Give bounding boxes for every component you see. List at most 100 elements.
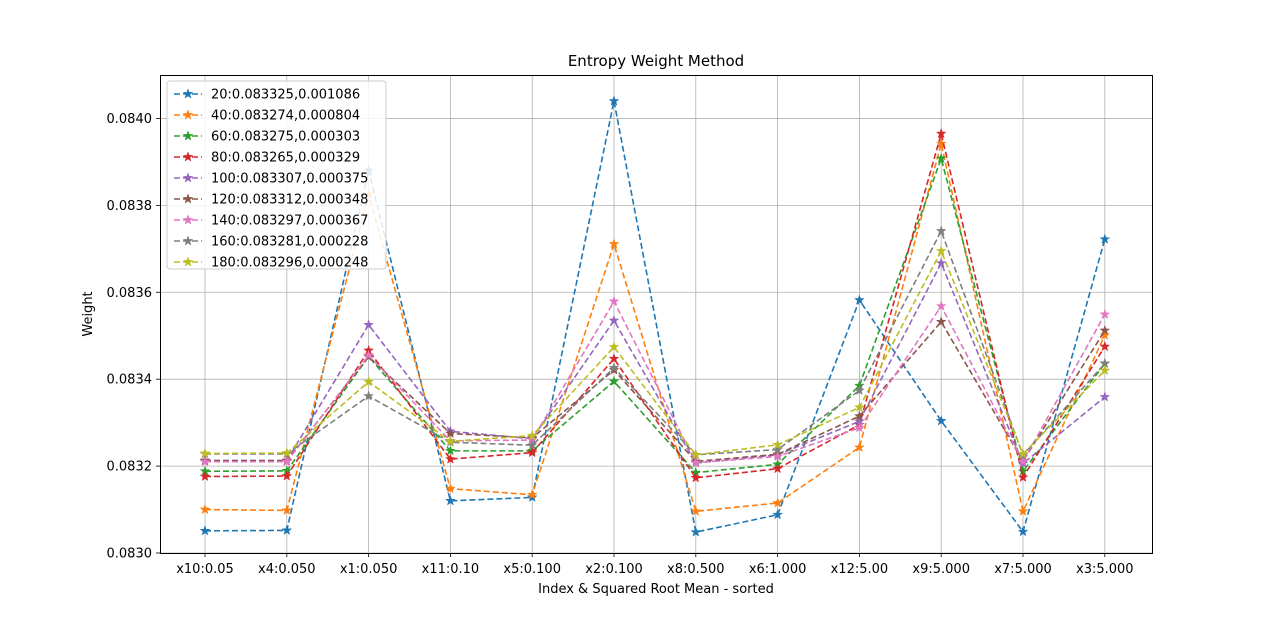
data-point [772,509,784,520]
data-point [281,504,293,516]
y-tick-label: 0.0834 [107,373,153,388]
data-point [444,453,456,464]
y-tick-label: 0.0836 [107,286,153,301]
data-point [363,376,375,387]
data-point [608,95,620,106]
data-point [1099,308,1111,320]
data-point [363,319,375,330]
y-tick-label: 0.0830 [107,547,153,562]
data-point [853,401,865,413]
data-point [363,349,375,360]
series-line [205,229,1106,457]
data-point [935,245,947,256]
legend-marker [182,235,194,246]
data-point [853,441,865,453]
data-point [690,526,702,537]
data-point [1099,340,1111,352]
data-point [853,294,865,305]
data-point [690,449,702,460]
data-point [281,470,293,481]
legend-marker [182,109,194,120]
data-point [608,295,620,307]
data-point [199,503,211,515]
data-point [772,497,784,508]
x-tick-label: x1:0.050 [340,562,398,577]
data-point [935,225,947,236]
x-tick-label: x5:0.100 [503,562,561,577]
x-tick-label: x12:5.00 [831,562,889,577]
legend-item: 80:0.083265,0.000329 [174,151,360,166]
x-tick-label: x3:5.000 [1076,562,1134,577]
series-line [205,320,1106,463]
data-point [853,422,865,433]
series-line [205,299,1106,464]
legend-marker [182,193,194,204]
legend-item: 180:0.083296,0.000248 [174,256,368,271]
data-point [444,495,456,506]
y-tick-label: 0.0838 [107,199,153,214]
data-point [1099,364,1111,376]
legend-item: 40:0.083274,0.000804 [174,109,360,124]
x-tick-label: x9:5.000 [912,562,970,577]
legend-item: 120:0.083312,0.000348 [174,193,368,208]
data-point [772,443,784,455]
data-point [935,300,947,311]
y-tick-label: 0.0840 [107,112,153,127]
x-tick-label: x6:1.000 [749,562,807,577]
legend-label: 120:0.083312,0.000348 [211,193,368,208]
data-point [608,314,620,326]
x-tick-label: x10:0.05 [176,562,234,577]
data-point [935,316,947,327]
data-point [526,446,538,458]
data-point [363,390,375,401]
data-point [199,470,211,482]
data-point [608,341,620,352]
legend-marker [182,172,194,183]
plot-frame [160,75,1153,554]
legend-label: 80:0.083265,0.000329 [211,151,360,166]
x-tick-label: x4:0.050 [258,562,316,577]
y-axis-label: Weight [81,291,96,336]
series-line [204,249,1106,456]
x-tick-label: x8:0.500 [667,562,725,577]
data-point [526,439,538,450]
legend-label: 160:0.083281,0.000228 [211,235,368,250]
data-point [1099,391,1111,402]
data-point [772,462,784,474]
data-point [690,472,702,483]
data-point [1017,525,1029,537]
legend-item: 160:0.083281,0.000228 [174,235,368,250]
data-point [444,445,456,456]
data-point [935,127,947,139]
data-point [935,415,947,426]
data-point [281,524,293,536]
data-point [281,447,293,458]
legend-label: 20:0.083325,0.001086 [211,88,360,103]
data-point [1099,233,1111,244]
data-point [772,439,784,450]
data-point [444,482,456,494]
series-line [204,155,1106,474]
legend-label: 100:0.083307,0.000375 [211,172,368,187]
data-point [935,257,947,268]
data-point [690,456,702,468]
data-point [1017,471,1029,483]
legend: 20:0.083325,0.001086 40:0.083274,0.000804… [166,80,387,271]
x-tick-label: x7:5.000 [994,562,1052,577]
data-point [199,455,211,467]
data-point [281,455,293,467]
series-9 [199,245,1111,460]
axes-layer: x10:0.05 x4:0.050 x1:0.050 x11:0.10 x5:0.100… [107,112,1134,577]
x-axis-label: Index & Squared Root Mean - sorted [538,582,774,597]
data-point [608,362,620,373]
legend-marker [182,256,194,267]
data-point [1017,505,1029,516]
x-tick-label: x11:0.10 [422,562,480,577]
data-point [1099,324,1111,336]
chart-title: Entropy Weight Method [568,52,744,70]
legend-marker [182,88,194,99]
legend-box [166,80,387,270]
legend-item: 20:0.083325,0.001086 [174,88,360,103]
